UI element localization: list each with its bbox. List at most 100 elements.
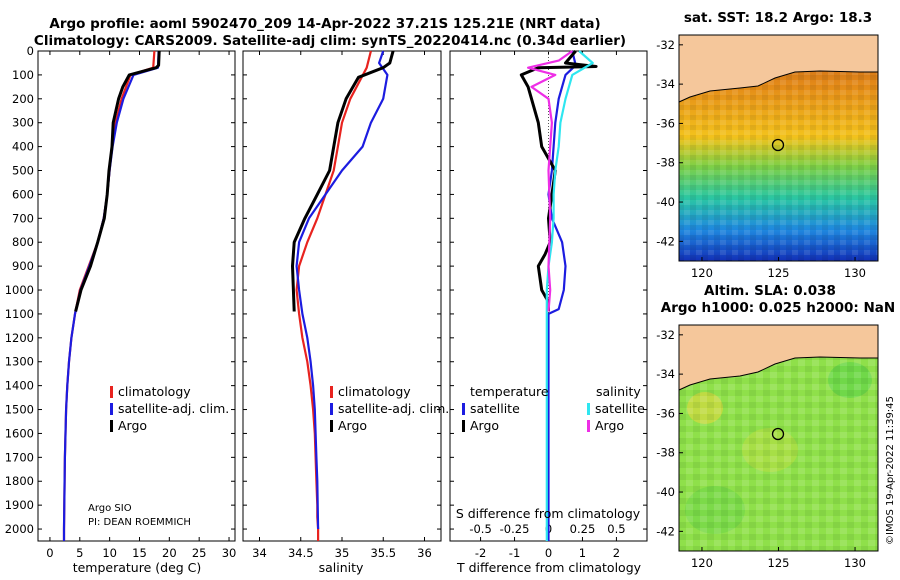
y-tick-label: 2000 [5, 522, 34, 536]
difference-xlabel-top: S difference from climatology [456, 506, 641, 521]
map-x-tick-label: 120 [691, 556, 713, 570]
x-tick-label: 36 [417, 546, 432, 560]
pi-institution: Argo SIO [88, 503, 132, 514]
y-tick-label: 1500 [5, 403, 34, 417]
x-tick-label: 25 [192, 546, 207, 560]
x-tick-label: 5 [76, 546, 83, 560]
legend-swatch-satellite [330, 403, 333, 415]
legend-label-t-satellite: satellite [470, 401, 520, 416]
legend-title-salinity: salinity [596, 384, 641, 399]
map-y-tick-label: -34 [656, 77, 675, 91]
legend-label-s-satellite: satellite [595, 401, 645, 416]
legend-label-t-argo: Argo [470, 418, 499, 433]
salinity-xlabel: salinity [319, 560, 364, 575]
y-tick-label: 300 [12, 116, 34, 130]
map-y-tick-label: -42 [656, 524, 675, 538]
pi-name: PI: DEAN ROEMMICH [88, 517, 191, 528]
map-y-tick-label: -32 [656, 328, 675, 342]
y-tick-label: 400 [12, 140, 34, 154]
sst-map-ticks: 120 125 130 -32 -34 -36 -38 -40 -42 [656, 38, 866, 280]
legend-label-satellite: satellite-adj. clim. [338, 401, 449, 416]
map-x-tick-label: 125 [768, 266, 790, 280]
legend-temperature: climatology satellite-adj. clim. Argo [110, 384, 229, 433]
difference-xlabel: T difference from climatology [456, 560, 642, 575]
legend-title-temperature: temperature [470, 384, 549, 399]
legend-swatch-argo [330, 420, 333, 432]
sla-map-ticks: 120 125 130 -32 -34 -36 -38 -40 -42 [656, 328, 866, 570]
map-x-tick-label: 120 [691, 266, 713, 280]
plot-frame [37, 50, 236, 542]
legend-difference: temperature salinity satellite Argo sate… [462, 384, 645, 433]
y-tick-label: 1000 [5, 283, 34, 297]
legend-label-argo: Argo [338, 418, 367, 433]
sst-map-title: sat. SST: 18.2 Argo: 18.3 [684, 10, 872, 26]
main-title-line1: Argo profile: aoml 5902470_209 14-Apr-20… [49, 16, 600, 32]
map-y-tick-label: -40 [656, 195, 675, 209]
legend-label-climatology: climatology [118, 384, 191, 399]
legend-swatch-climatology [330, 386, 333, 398]
map-y-tick-label: -36 [656, 406, 675, 420]
map-x-tick-label: 125 [768, 556, 790, 570]
x-tick-label: 15 [132, 546, 147, 560]
x-tick-label: 34 [252, 546, 267, 560]
x-tick-label: 2 [613, 546, 620, 560]
y-tick-label: 200 [12, 92, 34, 106]
legend-swatch-t-argo [462, 420, 465, 432]
y-tick-label: 800 [12, 235, 34, 249]
x-tick-label: -2 [475, 546, 486, 560]
series-line-argo [74, 50, 161, 312]
legend-label-s-argo: Argo [595, 418, 624, 433]
legend-swatch-t-satellite [462, 403, 465, 415]
series-line-satellite-adj-clim- [295, 50, 389, 530]
y-tick-label: 1800 [5, 474, 34, 488]
legend-salinity: climatology satellite-adj. clim. Argo [330, 384, 449, 433]
legend-swatch-argo [110, 420, 113, 432]
y-tick-label: 1700 [5, 450, 34, 464]
x-tick-label: 30 [222, 546, 237, 560]
sst-land [679, 35, 878, 102]
y-tick-label: 0 [27, 44, 34, 58]
map-y-tick-label: -32 [656, 38, 675, 52]
sst-map [678, 34, 879, 262]
sla-coast [678, 356, 878, 391]
y-tick-label: 900 [12, 259, 34, 273]
legend-label-climatology: climatology [338, 384, 411, 399]
legend-label-satellite: satellite-adj. clim. [118, 401, 229, 416]
legend-label-argo: Argo [118, 418, 147, 433]
y-tick-label: 1600 [5, 426, 34, 440]
temperature-xlabel: temperature (deg C) [73, 560, 202, 575]
map-y-tick-label: -42 [656, 234, 675, 248]
legend-swatch-climatology [110, 386, 113, 398]
legend-swatch-satellite [110, 403, 113, 415]
x-tick-label: 10 [102, 546, 117, 560]
y-tick-label: 500 [12, 164, 34, 178]
y-tick-label: 1900 [5, 498, 34, 512]
map-y-tick-label: -38 [656, 156, 675, 170]
map-y-tick-label: -40 [656, 485, 675, 499]
x-tick-label: 0 [46, 546, 53, 560]
x-tick-label: 35.5 [370, 546, 396, 560]
map-x-tick-label: 130 [844, 266, 866, 280]
sla-map [678, 324, 879, 552]
x-tick-label: 1 [579, 546, 586, 560]
x-tick-label: 0 [545, 546, 552, 560]
legend-swatch-s-argo [587, 420, 590, 432]
x-top-tick-label: 0.5 [607, 522, 625, 536]
series-line-argo [291, 50, 395, 312]
x-tick-label: 35 [335, 546, 350, 560]
series-line-s-satellite [545, 50, 594, 541]
legend-swatch-s-satellite [587, 403, 590, 415]
sla-land [679, 325, 878, 390]
x-tick-label: 34.5 [288, 546, 314, 560]
timestamp: ©IMOS 19-Apr-2022 11:39:45 [885, 396, 896, 545]
sla-float-marker [771, 427, 785, 441]
sla-map-title-line1: Altim. SLA: 0.038 [704, 283, 836, 299]
y-tick-label: 1300 [5, 355, 34, 369]
main-title-line2: Climatology: CARS2009. Satellite-adj cli… [34, 33, 626, 49]
y-tick-label: 100 [12, 68, 34, 82]
sst-float-marker [771, 138, 785, 152]
x-top-tick-label: 0.25 [570, 522, 596, 536]
y-tick-label: 1400 [5, 379, 34, 393]
